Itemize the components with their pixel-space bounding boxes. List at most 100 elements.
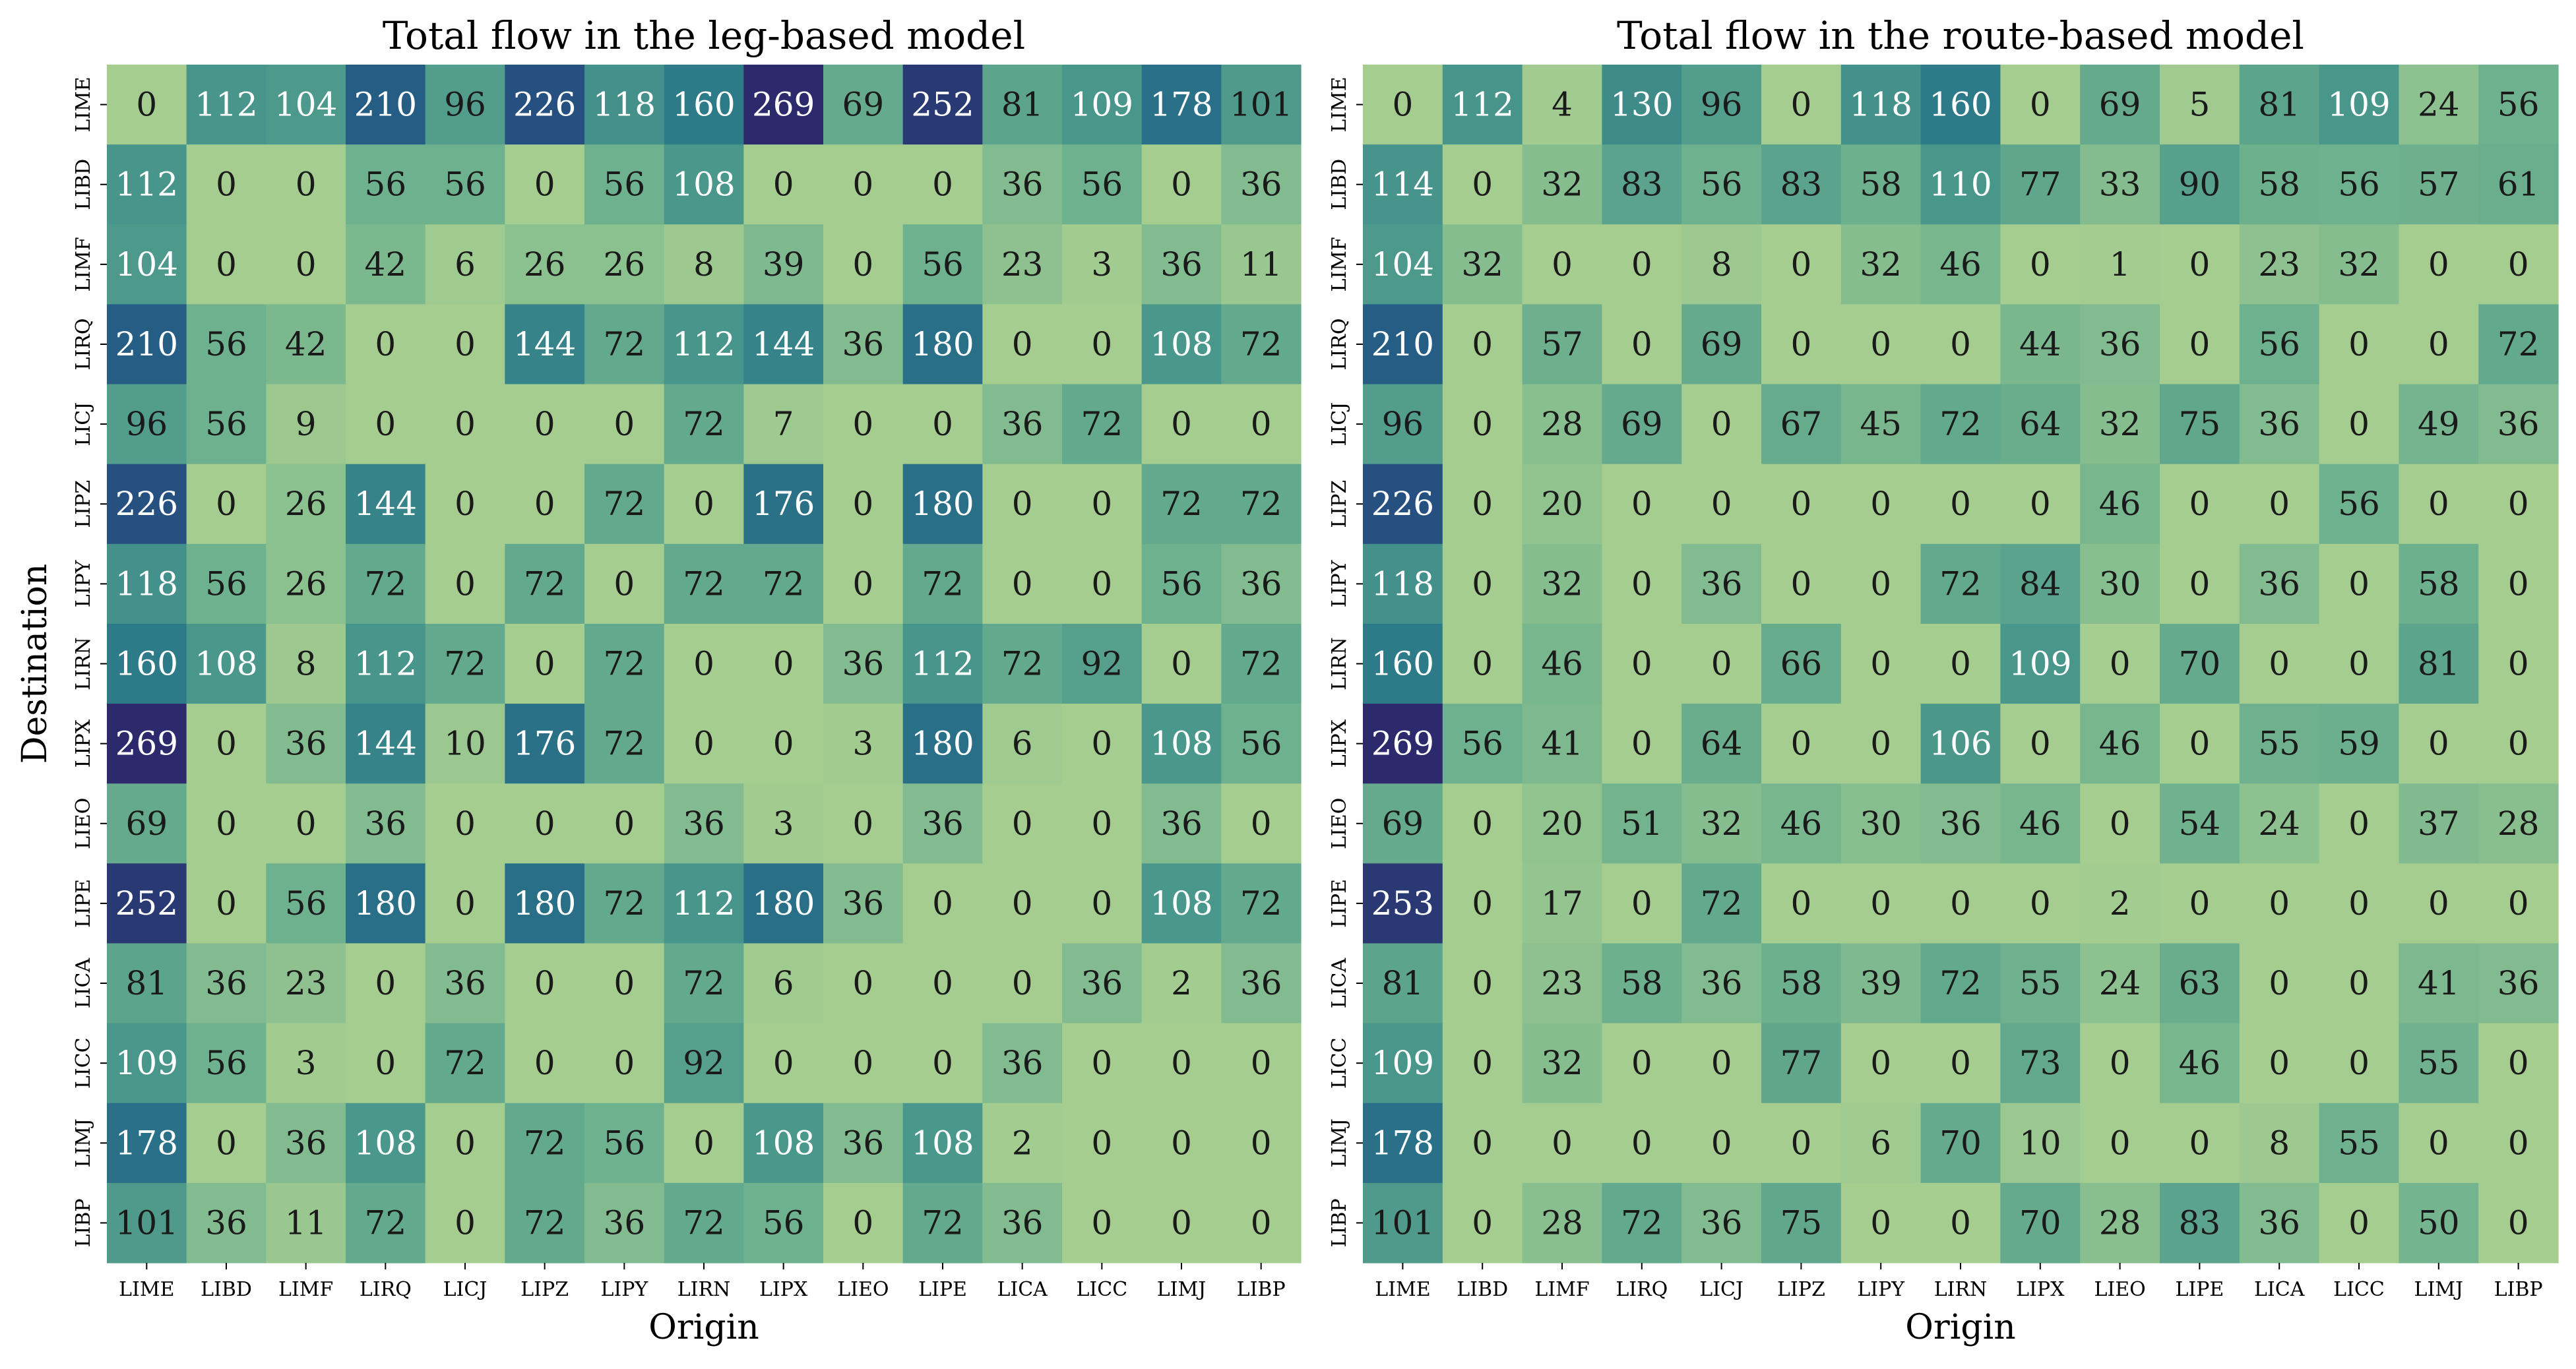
- cell-value-label: 69: [2099, 86, 2141, 124]
- heatmap-cell: [2239, 863, 2320, 944]
- cell-value-label: 8: [296, 645, 317, 683]
- heatmap-cell: [1920, 863, 2001, 944]
- cell-value-label: 269: [752, 86, 815, 124]
- heatmap-cell: [982, 144, 1063, 225]
- heatmap-cell: [1442, 943, 1523, 1024]
- heatmap-cell: [664, 704, 744, 784]
- y-tick-label: LIME: [1328, 76, 1351, 132]
- cell-value-label: 59: [2338, 725, 2380, 763]
- heatmap-cell: [1221, 144, 1302, 225]
- cell-value-label: 57: [1541, 325, 1583, 363]
- heatmap-cell: [346, 464, 426, 545]
- heatmap-cell: [1141, 1023, 1222, 1104]
- cell-value-label: 36: [365, 805, 407, 843]
- cell-value-label: 0: [2348, 325, 2370, 363]
- heatmap-cell: [2399, 783, 2479, 864]
- heatmap-cell: [505, 943, 585, 1024]
- heatmap-cell: [1761, 623, 1842, 704]
- cell-value-label: 36: [2497, 964, 2540, 1002]
- heatmap-cell: [2399, 65, 2479, 145]
- cell-value-label: 0: [455, 405, 476, 443]
- heatmap-cell: [1522, 384, 1602, 465]
- heatmap-cell: [1363, 623, 1443, 704]
- heatmap-cell: [982, 224, 1063, 305]
- cell-value-label: 36: [1240, 564, 1282, 603]
- cell-value-label: 106: [1929, 725, 1992, 763]
- y-tick-label: LICJ: [1328, 402, 1351, 446]
- cell-value-label: 41: [2418, 964, 2460, 1002]
- heatmap-cell: [2000, 943, 2081, 1024]
- heatmap-cell: [1442, 704, 1523, 784]
- cell-value-label: 23: [1001, 245, 1044, 284]
- x-tick-label: LIPE: [918, 1278, 967, 1301]
- heatmap-cell: [346, 65, 426, 145]
- heatmap-cell: [2319, 65, 2399, 145]
- x-tick-label: LICA: [997, 1278, 1048, 1301]
- cell-value-label: 72: [444, 645, 486, 683]
- y-tick-label: LIRN: [1328, 637, 1351, 690]
- cell-value-label: 226: [1371, 485, 1434, 523]
- cell-value-label: 178: [115, 1124, 178, 1162]
- heatmap-cell: [107, 543, 187, 624]
- y-tick-label: LIMF: [1328, 237, 1351, 291]
- heatmap-cell: [2160, 1103, 2240, 1184]
- cell-value-label: 108: [1150, 725, 1212, 763]
- cell-value-label: 0: [2428, 725, 2449, 763]
- cell-value-label: 32: [1701, 805, 1743, 843]
- cell-value-label: 42: [365, 245, 407, 284]
- cell-value-label: 70: [1939, 1124, 1982, 1162]
- heatmap-cell: [425, 623, 505, 704]
- cell-value-label: 0: [1472, 884, 1493, 923]
- cell-value-label: 36: [1160, 245, 1203, 284]
- heatmap-cell: [823, 543, 904, 624]
- cell-value-label: 26: [604, 245, 646, 284]
- cell-value-label: 0: [2189, 564, 2210, 603]
- heatmap-cell: [2319, 304, 2399, 385]
- cell-value-label: 64: [1701, 725, 1743, 763]
- heatmap-cell: [107, 384, 187, 465]
- heatmap-cell: [1920, 623, 2001, 704]
- y-tick-label: LIPX: [72, 719, 95, 768]
- cell-value-label: 51: [1621, 805, 1663, 843]
- cell-value-label: 56: [205, 564, 247, 603]
- heatmap-cell: [266, 623, 346, 704]
- cell-value-label: 0: [2428, 485, 2449, 523]
- heatmap-cell: [1602, 65, 1682, 145]
- cell-value-label: 72: [922, 564, 964, 603]
- cell-value-label: 8: [693, 245, 714, 284]
- heatmap-cell: [902, 943, 983, 1024]
- heatmap-cell: [425, 543, 505, 624]
- cell-value-label: 0: [455, 485, 476, 523]
- x-tick-label: LIMF: [1534, 1278, 1589, 1301]
- heatmap-cell: [1920, 543, 2001, 624]
- heatmap-cell: [186, 863, 267, 944]
- heatmap-cell: [1602, 543, 1682, 624]
- cell-value-label: 54: [2179, 805, 2221, 843]
- cell-value-label: 0: [1171, 1044, 1192, 1082]
- heatmap-cell: [584, 943, 665, 1024]
- heatmap-cell: [2239, 144, 2320, 225]
- cell-value-label: 56: [205, 325, 247, 363]
- cell-value-label: 0: [693, 725, 714, 763]
- cell-value-label: 32: [2099, 405, 2141, 443]
- heatmap-cell: [584, 543, 665, 624]
- heatmap-cell: [1602, 464, 1682, 545]
- cell-value-label: 0: [1711, 1044, 1732, 1082]
- x-tick-label: LICA: [2254, 1278, 2305, 1301]
- heatmap-cell: [107, 1103, 187, 1184]
- cell-value-label: 28: [1541, 1203, 1583, 1242]
- cell-value-label: 0: [852, 405, 873, 443]
- cell-value-label: 69: [1701, 325, 1743, 363]
- cell-value-label: 0: [1091, 485, 1112, 523]
- heatmap-cell: [2160, 65, 2240, 145]
- heatmap-cell: [1522, 783, 1602, 864]
- heatmap-cell: [1221, 1182, 1302, 1263]
- cell-value-label: 5: [2189, 86, 2210, 124]
- heatmap-cell: [1062, 1023, 1143, 1104]
- heatmap-cell: [1681, 65, 1762, 145]
- cell-value-label: 0: [2508, 1203, 2529, 1242]
- heatmap-cell: [1840, 863, 1922, 944]
- heatmap-cell: [1920, 65, 2001, 145]
- cell-value-label: 0: [852, 245, 873, 284]
- cell-value-label: 32: [1860, 245, 1902, 284]
